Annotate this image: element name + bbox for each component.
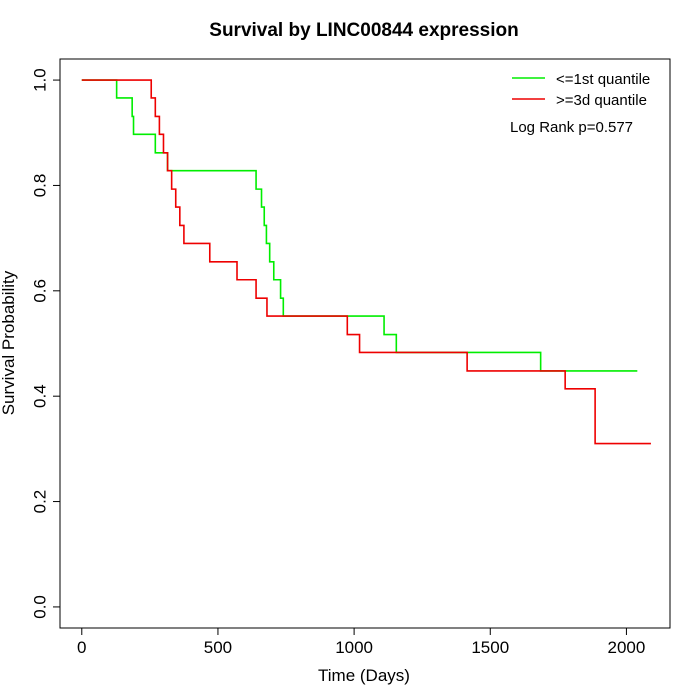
- series-layer: [81, 79, 651, 445]
- survival-curve-high: [81, 79, 651, 445]
- x-tick-label: 2000: [608, 638, 646, 657]
- plot-frame: [59, 58, 671, 629]
- x-axis: 0 500 1000 1500 2000: [77, 627, 646, 657]
- x-tick-label: 500: [204, 638, 232, 657]
- legend-label-low: <=1st quantile: [556, 71, 650, 88]
- x-tick-label: 1000: [335, 638, 373, 657]
- log-rank-annotation: Log Rank p=0.577: [510, 119, 633, 136]
- y-axis: 0.0 0.2 0.4 0.6 0.8 1.0: [30, 68, 61, 619]
- y-tick-label: 0.6: [30, 279, 49, 303]
- y-tick-label: 0.4: [30, 384, 49, 408]
- chart-title: Survival by LINC00844 expression: [209, 20, 518, 41]
- x-tick-label: 1500: [471, 638, 509, 657]
- y-axis-label: Survival Probability: [0, 270, 18, 415]
- x-tick-label: 0: [77, 638, 86, 657]
- survival-curve-low: [81, 79, 638, 372]
- legend-label-high: >=3d quantile: [556, 92, 647, 109]
- y-tick-label: 1.0: [30, 68, 49, 92]
- x-axis-label: Time (Days): [318, 666, 410, 685]
- y-tick-label: 0.8: [30, 174, 49, 198]
- y-tick-label: 0.2: [30, 490, 49, 514]
- y-tick-label: 0.0: [30, 595, 49, 619]
- legend: <=1st quantile >=3d quantile: [512, 71, 650, 109]
